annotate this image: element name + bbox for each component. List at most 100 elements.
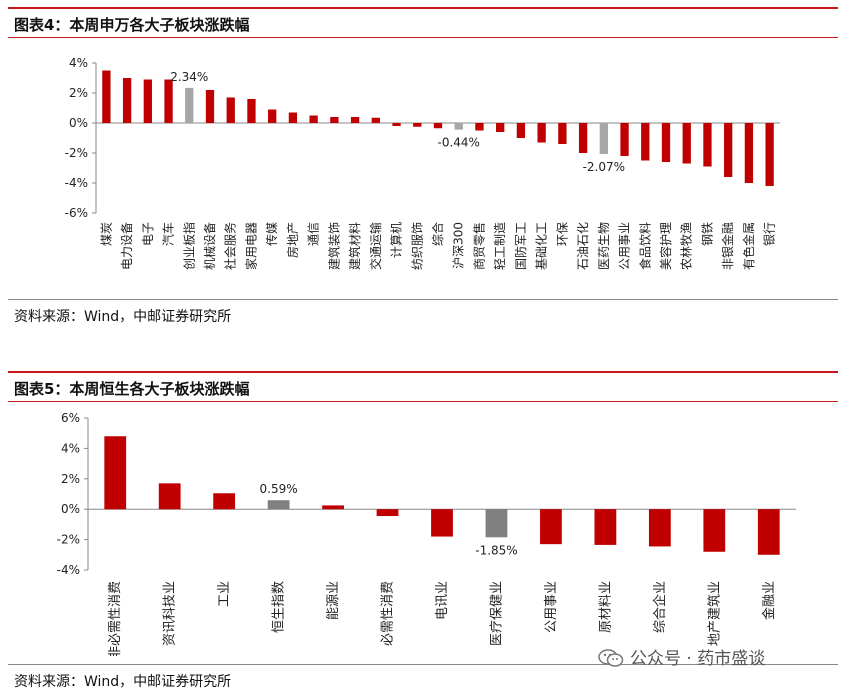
y-tick-label: 4% — [69, 56, 88, 70]
bar — [268, 109, 277, 123]
bar — [413, 123, 422, 127]
data-label: -1.85% — [475, 543, 517, 557]
bar — [143, 79, 152, 123]
x-tick-label: 食品饮料 — [637, 222, 652, 270]
source-note: 资料来源：Wind，中邮证券研究所 — [14, 309, 232, 325]
x-tick-label: 能源业 — [326, 581, 341, 620]
bar — [350, 117, 360, 123]
bar — [433, 123, 443, 129]
x-tick-label: 恒生指数 — [272, 581, 287, 633]
bar — [620, 123, 629, 156]
x-tick-label: 创业板指 — [181, 222, 196, 270]
x-tick-label: 美容护理 — [658, 222, 673, 270]
panel-title: 图表4：本周申万各大子板块涨跌幅 — [14, 16, 250, 34]
bar — [537, 123, 546, 143]
y-tick-label: 2% — [69, 86, 88, 100]
x-tick-label: 综合 — [430, 222, 445, 246]
bar — [185, 87, 194, 123]
bar — [496, 123, 505, 132]
bar — [226, 97, 235, 123]
wechat-icon — [598, 649, 624, 667]
source-rule — [8, 664, 838, 665]
y-tick-label: -4% — [57, 563, 80, 577]
x-tick-label: 计算机 — [389, 222, 404, 258]
bar — [371, 117, 380, 123]
y-tick-label: 0% — [69, 116, 88, 130]
data-label: -0.44% — [438, 136, 480, 150]
bar — [213, 493, 236, 510]
title-rule — [8, 7, 838, 9]
x-tick-label: 地产建筑业 — [706, 581, 722, 646]
bar — [757, 509, 780, 555]
x-tick-label: 综合企业 — [652, 581, 668, 633]
bar-chart-shenwan: 4% 2% 0% -2% -4% -6% 煤炭 电力设备 电子 汽车 创业板指 机械设备 社会服务 家用电… — [65, 56, 780, 270]
bar — [164, 79, 173, 123]
source-note: 资料来源：Wind，中邮证券研究所 — [14, 674, 232, 690]
bar — [454, 123, 463, 130]
x-tick-label: 家用电器 — [243, 222, 258, 270]
bar — [648, 509, 671, 547]
x-tick-label: 非必需性消费 — [108, 581, 123, 656]
bar — [392, 123, 401, 126]
bar — [431, 509, 453, 537]
x-tick-label: 房地产 — [285, 222, 300, 258]
bar-chart-hangseng: 6% 4% 2% 0% -2% -4% 非必需性消费 资讯科技业 工业 恒生指数 能源业 必需性消费 电… — [57, 411, 796, 656]
bar — [102, 70, 111, 123]
bar — [267, 500, 290, 510]
x-tick-label: 电子 — [141, 222, 155, 246]
bar — [205, 90, 215, 123]
bar — [158, 483, 181, 510]
data-label: 2.34% — [170, 70, 208, 84]
y-tick-label: -2% — [65, 146, 88, 160]
bar — [594, 509, 617, 545]
title-underline — [8, 37, 838, 38]
x-tick-label: 医疗保健业 — [489, 581, 504, 646]
x-tick-label: 资讯科技业 — [163, 581, 178, 646]
bar — [376, 509, 399, 517]
x-tick-label: 基础化工 — [535, 222, 549, 270]
bar — [104, 436, 127, 510]
bar — [765, 123, 774, 186]
y-tick-label: 6% — [61, 411, 80, 425]
x-tick-label: 石油石化 — [576, 222, 590, 270]
x-tick-label: 纺织服饰 — [410, 222, 424, 270]
bar — [578, 123, 588, 153]
y-tick-label: -6% — [65, 206, 88, 220]
y-tick-label: 2% — [61, 472, 80, 486]
x-tick-label: 银行 — [763, 222, 777, 246]
x-tick-label: 通信 — [307, 222, 321, 246]
title-underline — [8, 401, 838, 402]
bar — [247, 99, 256, 123]
x-tick-label: 机械设备 — [202, 222, 217, 270]
watermark-text: 公众号 · 药市盛谈 — [630, 649, 766, 669]
x-tick-label: 公用事业 — [544, 581, 559, 633]
y-tick-label: 0% — [61, 502, 80, 516]
bar — [322, 505, 344, 510]
watermark: 公众号 · 药市盛谈 — [598, 644, 765, 669]
x-tick-label: 轻工制造 — [493, 222, 507, 270]
bar — [122, 78, 132, 123]
x-tick-label: 金融业 — [761, 581, 777, 620]
x-tick-label: 医药生物 — [597, 222, 611, 270]
y-tick-label: -2% — [57, 533, 80, 547]
panel-title: 图表5：本周恒生各大子板块涨跌幅 — [14, 380, 250, 398]
bar — [485, 509, 508, 538]
x-tick-label: 非银金融 — [720, 222, 735, 270]
x-tick-label: 有色金属 — [741, 222, 756, 270]
x-tick-label: 汽车 — [161, 222, 176, 246]
bar — [703, 509, 726, 552]
x-tick-label: 社会服务 — [223, 222, 238, 270]
bar — [724, 123, 733, 177]
x-tick-label: 原材料业 — [598, 581, 613, 633]
x-tick-label: 电讯业 — [435, 581, 450, 620]
bar — [703, 123, 712, 167]
source-rule — [8, 299, 838, 300]
x-tick-label: 商贸零售 — [471, 222, 486, 270]
x-tick-label: 国防军工 — [513, 222, 528, 270]
data-label: -2.07% — [583, 160, 625, 174]
x-tick-label: 煤炭 — [99, 222, 113, 246]
bar — [682, 123, 691, 164]
data-label: 0.59% — [260, 482, 298, 496]
bar — [661, 123, 671, 162]
bar — [744, 123, 754, 183]
